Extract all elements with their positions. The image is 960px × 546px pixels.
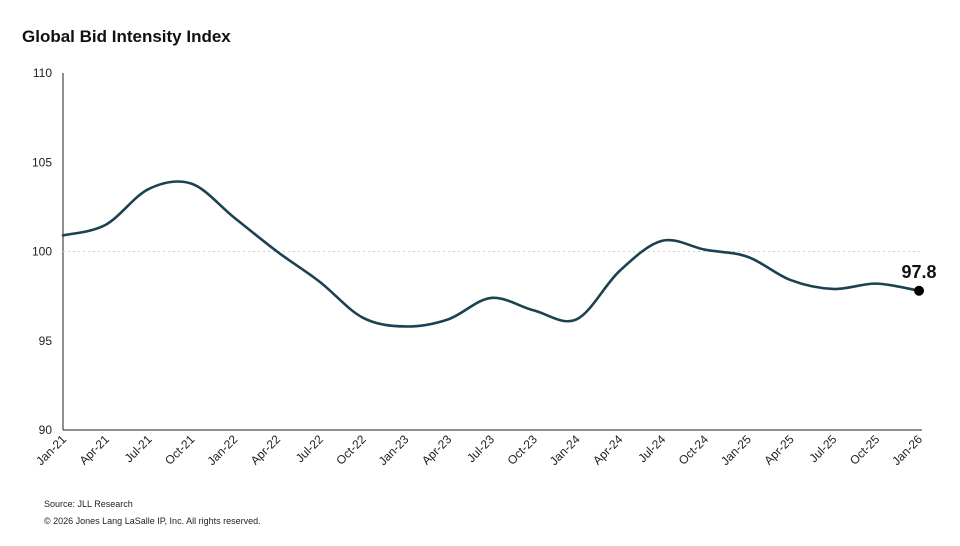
x-tick-label: Apr-24	[590, 432, 626, 468]
y-tick-label: 110	[33, 66, 52, 80]
end-point-marker	[914, 285, 924, 296]
x-tick-label: Jan-23	[376, 432, 412, 468]
end-value-label: 97.8	[901, 262, 936, 282]
x-tick-label: Apr-21	[77, 432, 113, 468]
x-tick-label: Jan-21	[33, 432, 69, 468]
x-axis-ticks: Jan-21 Apr-21 Jul-21 Oct-21 Jan-22 Apr-22 Jul-…	[33, 432, 925, 468]
x-tick-label: Oct-23	[505, 432, 541, 468]
series-line	[61, 180, 921, 328]
copyright-note: © 2026 Jones Lang LaSalle IP, Inc. All r…	[44, 516, 261, 526]
source-note: Source: JLL Research	[44, 499, 133, 509]
x-tick-label: Apr-22	[248, 432, 284, 468]
x-tick-label: Jul-23	[464, 432, 497, 465]
y-tick-label: 100	[32, 245, 52, 259]
x-tick-label: Jan-24	[547, 432, 583, 468]
x-tick-label: Jan-25	[718, 432, 754, 468]
x-tick-label: Jul-22	[293, 432, 326, 465]
x-tick-label: Oct-21	[162, 432, 198, 468]
chart-title: Global Bid Intensity Index	[22, 27, 231, 46]
x-tick-label: Apr-25	[761, 432, 797, 468]
x-tick-label: Jul-24	[635, 432, 668, 465]
x-tick-label: Jul-25	[807, 432, 840, 465]
x-tick-label: Apr-23	[419, 432, 455, 468]
y-axis-ticks: 90 95 100 105 110	[32, 66, 52, 437]
y-tick-label: 105	[32, 155, 52, 169]
x-tick-label: Jan-26	[889, 432, 925, 468]
y-tick-label: 90	[39, 423, 53, 437]
x-tick-label: Oct-22	[333, 432, 369, 468]
x-tick-label: Oct-24	[676, 432, 712, 468]
x-tick-label: Jul-21	[122, 432, 155, 465]
x-tick-label: Jan-22	[204, 432, 240, 468]
y-tick-label: 95	[39, 334, 53, 348]
x-tick-label: Oct-25	[847, 432, 883, 468]
